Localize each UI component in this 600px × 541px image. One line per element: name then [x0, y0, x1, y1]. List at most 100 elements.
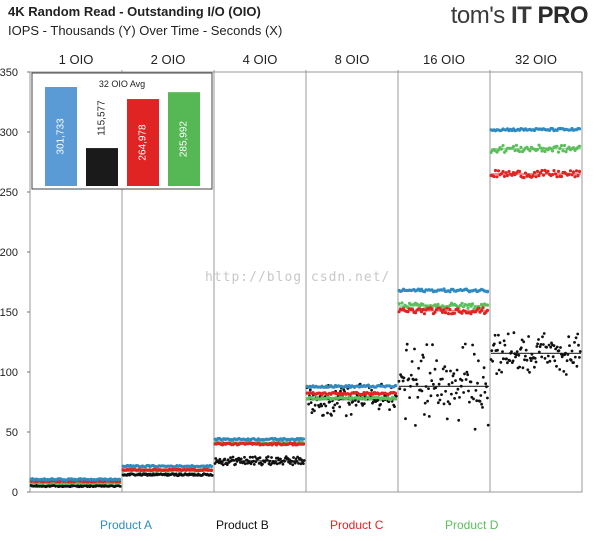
data-point	[414, 378, 418, 381]
data-point	[415, 382, 419, 386]
data-point	[291, 463, 295, 467]
series-product-b	[29, 331, 582, 489]
series-product-a	[29, 126, 582, 482]
data-point	[491, 359, 494, 363]
data-point	[313, 409, 316, 413]
data-point	[338, 405, 342, 409]
data-point	[361, 404, 364, 407]
data-point	[466, 373, 470, 377]
data-point	[313, 403, 317, 407]
data-point	[326, 411, 329, 415]
data-point	[468, 400, 471, 404]
data-point	[573, 341, 576, 344]
data-point	[522, 340, 526, 344]
data-point	[302, 462, 305, 465]
data-point	[502, 174, 507, 178]
data-point	[405, 342, 409, 346]
data-point	[243, 462, 247, 466]
data-point	[409, 373, 413, 377]
phase-label: 32 OIO	[515, 52, 557, 67]
data-point	[258, 456, 262, 460]
data-point	[444, 389, 447, 393]
data-point	[500, 370, 503, 374]
data-point	[546, 169, 550, 173]
logo-toms: tom's	[450, 2, 506, 29]
data-point	[512, 331, 516, 335]
data-point	[400, 301, 404, 305]
data-point	[578, 350, 582, 353]
brand-logo: tom's IT PRO	[450, 2, 589, 30]
data-point	[426, 399, 429, 403]
data-point	[401, 379, 405, 383]
data-point	[555, 364, 558, 368]
logo-pro: PRO	[537, 2, 588, 29]
data-point	[438, 398, 442, 402]
data-point	[479, 394, 483, 397]
data-point	[404, 417, 407, 421]
data-point	[493, 168, 498, 173]
data-point	[425, 343, 429, 346]
data-point	[294, 457, 298, 461]
data-point	[476, 306, 481, 310]
chart-legend: Product A Product B Product C Product D	[0, 518, 600, 536]
data-point	[562, 370, 566, 373]
data-point	[332, 409, 336, 413]
data-point	[454, 379, 457, 382]
data-point	[251, 455, 255, 459]
data-point	[528, 149, 532, 153]
y-tick-label: 350	[0, 67, 18, 79]
data-point	[442, 402, 446, 406]
data-point	[541, 335, 544, 339]
phase-label: 8 OIO	[335, 52, 370, 67]
data-point	[460, 311, 464, 315]
data-point	[261, 462, 264, 466]
data-point	[452, 311, 457, 315]
data-point	[552, 169, 556, 173]
data-point	[519, 346, 523, 350]
data-point	[333, 403, 337, 407]
data-point	[423, 401, 427, 405]
data-point	[533, 365, 536, 369]
inset-bar	[86, 148, 118, 186]
data-point	[510, 350, 513, 354]
data-point	[574, 336, 578, 340]
data-point	[496, 169, 501, 173]
data-point	[524, 354, 527, 358]
data-point	[429, 394, 433, 398]
y-tick-label: 150	[0, 307, 18, 319]
inset-bar-label: 264,978	[138, 124, 149, 161]
data-point	[435, 359, 438, 362]
data-point	[523, 358, 526, 362]
inset-bar-label: 285,992	[179, 121, 190, 158]
data-point	[555, 345, 559, 349]
data-point	[388, 408, 391, 411]
data-point	[403, 388, 407, 392]
data-point	[497, 333, 500, 337]
data-point	[553, 359, 557, 363]
data-point	[550, 149, 555, 153]
data-point	[538, 345, 542, 348]
data-point	[420, 389, 424, 393]
data-point	[546, 361, 549, 364]
data-point	[557, 349, 561, 353]
data-point	[460, 379, 464, 382]
data-point	[503, 343, 507, 347]
data-point	[484, 382, 488, 386]
data-point	[506, 332, 510, 336]
data-point	[441, 377, 444, 381]
data-point	[529, 359, 533, 362]
data-point	[542, 332, 546, 335]
data-point	[456, 387, 460, 391]
data-point	[513, 148, 517, 153]
y-tick-label: 50	[6, 427, 18, 439]
data-point	[324, 404, 328, 408]
data-point	[231, 455, 235, 459]
data-point	[422, 312, 427, 316]
data-point	[450, 381, 454, 385]
data-point	[428, 371, 432, 375]
data-point	[570, 349, 574, 353]
data-point	[559, 346, 562, 349]
data-point	[357, 400, 360, 403]
data-point	[501, 169, 505, 174]
data-point	[522, 176, 526, 180]
